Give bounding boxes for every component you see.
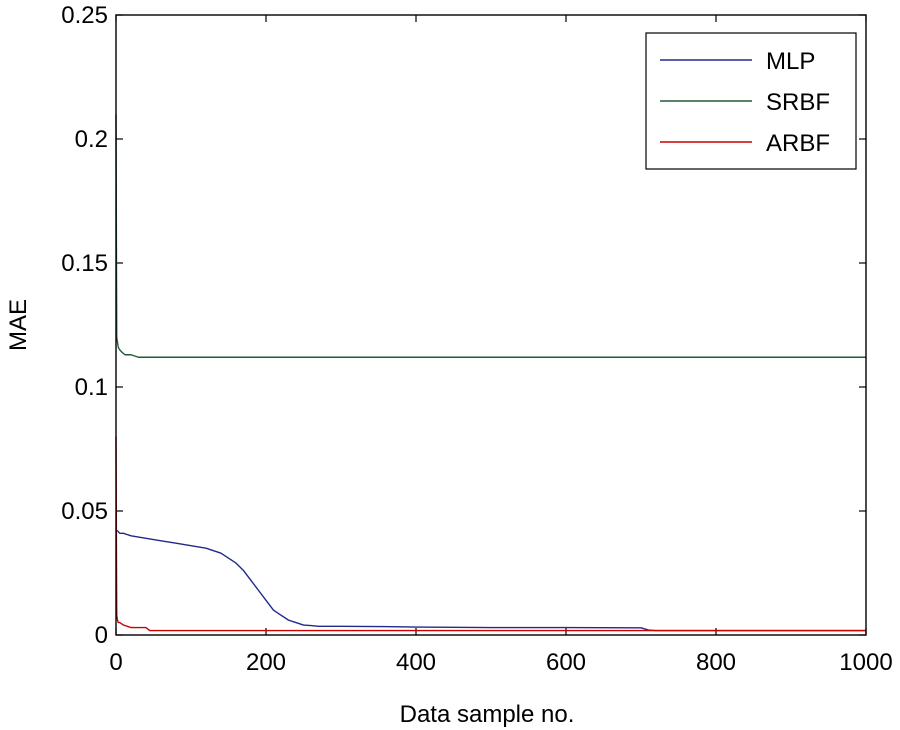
series-line-mlp (116, 530, 866, 632)
series-layer (115, 114, 866, 632)
x-ticks: 0 200 400 600 800 1000 (109, 15, 893, 676)
legend: MLP SRBF ARBF (645, 32, 857, 170)
y-tick-label: 0.25 (61, 2, 108, 29)
x-tick-label: 600 (546, 649, 586, 676)
plot-frame (115, 14, 867, 636)
y-tick-label: 0.05 (61, 498, 108, 525)
legend-label-srbf: SRBF (766, 89, 830, 116)
y-tick-label: 0 (95, 622, 108, 649)
x-tick-label: 1000 (839, 649, 892, 676)
series-line-srbf (115, 114, 866, 358)
y-tick-label: 0.15 (61, 250, 108, 277)
x-tick-label: 400 (396, 649, 436, 676)
legend-label-mlp: MLP (766, 48, 815, 75)
x-tick-label: 200 (246, 649, 286, 676)
y-ticks: 0 0.05 0.1 0.15 0.2 0.25 (61, 2, 866, 649)
x-tick-label: 800 (696, 649, 736, 676)
x-tick-label: 0 (109, 649, 122, 676)
y-tick-label: 0.1 (75, 374, 108, 401)
legend-label-arbf: ARBF (766, 130, 830, 157)
y-axis-label: MAE (5, 299, 32, 351)
x-axis-label: Data sample no. (400, 701, 575, 728)
series-line-arbf (115, 436, 866, 632)
y-tick-label: 0.2 (75, 126, 108, 153)
